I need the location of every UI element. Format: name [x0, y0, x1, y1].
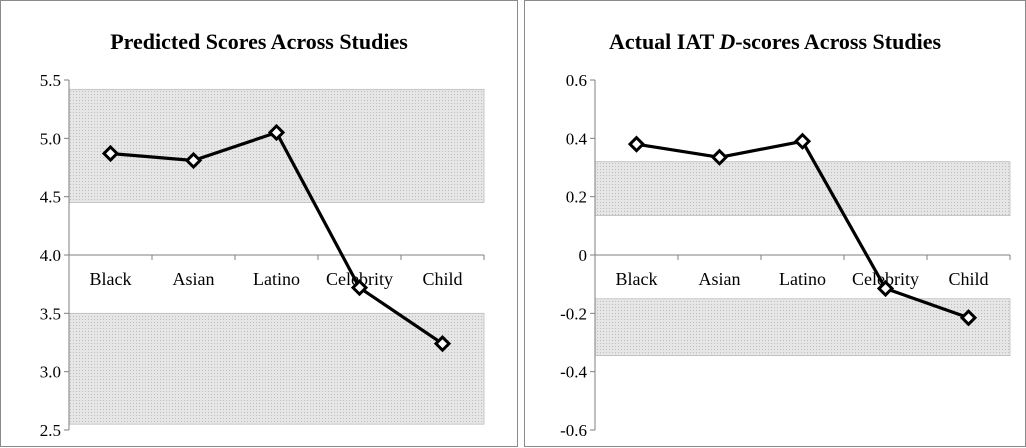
title-part-1: Actual IAT	[608, 29, 720, 54]
category-label-black: Black	[90, 269, 132, 289]
category-label-asian: Asian	[173, 269, 215, 289]
y-tick-label: 5.5	[40, 71, 61, 90]
shaded-band-0	[68, 88, 485, 203]
data-point-black	[627, 135, 646, 153]
category-label-asian: Asian	[699, 269, 741, 289]
y-tick-label: -0.4	[560, 363, 587, 382]
y-tick-label: 0.6	[566, 71, 587, 90]
data-point-latino	[267, 123, 286, 142]
y-tick-label: 0.4	[566, 129, 588, 148]
chart-title-actual: Actual IAT D-scores Across Studies	[525, 29, 1025, 55]
shaded-band-1	[68, 312, 485, 425]
data-point-celebrity	[350, 279, 369, 297]
title-part-2: D	[719, 29, 736, 54]
y-tick-label: 4.5	[40, 188, 61, 207]
category-label-latino: Latino	[253, 269, 300, 289]
y-tick-label: 4.0	[40, 246, 61, 265]
category-label-child: Child	[422, 269, 462, 289]
data-point-black	[101, 144, 120, 163]
category-label-child: Child	[948, 269, 988, 289]
shaded-band-0	[594, 161, 1011, 217]
chart-panel-actual: Actual IAT D-scores Across Studies -0.6-…	[524, 0, 1026, 447]
y-tick-label: 3.5	[40, 304, 61, 323]
chart-plot-actual: -0.6 -0.4 -0.2 0 0.2 0.4 0.6 Black Asian Latino Ce…	[560, 71, 1011, 440]
data-point-child	[433, 335, 452, 353]
title-part-3: -scores Across Studies	[735, 29, 942, 54]
category-label-celebrity: Celebrity	[326, 269, 393, 289]
y-tick-label: 3.0	[40, 363, 61, 382]
y-tick-label: 2.5	[40, 421, 61, 440]
data-point-latino	[793, 132, 812, 150]
category-label-celebrity: Celebrity	[852, 269, 919, 289]
category-label-black: Black	[616, 269, 658, 289]
y-tick-label: -0.2	[560, 304, 587, 323]
category-label-latino: Latino	[779, 269, 826, 289]
y-tick-label: 0.2	[566, 188, 587, 207]
data-point-child	[959, 309, 978, 327]
chart-plot-predicted: 2.5 3.0 3.5 4.0 4.5 5.0 5.5 Black Asian Latino Cel…	[40, 71, 485, 440]
data-point-celebrity	[876, 279, 895, 298]
y-tick-label: 0	[579, 246, 588, 265]
chart-panel-predicted: Predicted Scores Across Studies 2.5 3.0 3.…	[0, 0, 518, 447]
shaded-band-1	[594, 298, 1011, 357]
y-tick-label: -0.6	[560, 421, 587, 440]
data-point-asian	[184, 151, 203, 170]
data-point-asian	[710, 148, 729, 166]
chart-title-predicted: Predicted Scores Across Studies	[110, 29, 408, 54]
y-tick-label: 5.0	[40, 129, 61, 148]
